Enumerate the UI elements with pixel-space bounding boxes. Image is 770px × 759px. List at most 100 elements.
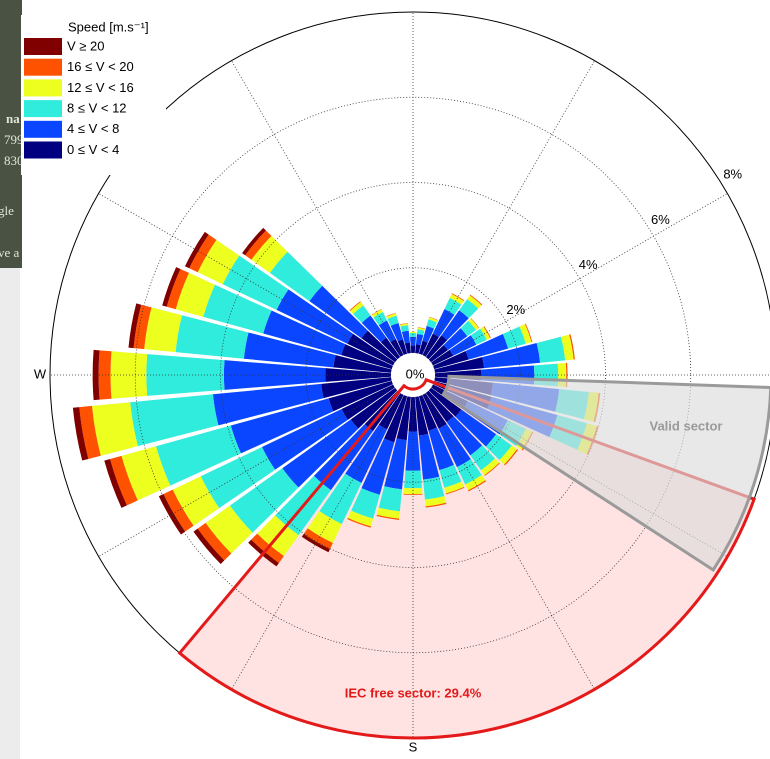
wind-bar [110, 455, 138, 506]
legend-title: Speed [m.s⁻¹] [68, 19, 149, 34]
wind-bar [428, 344, 448, 363]
grid-spoke [431, 193, 728, 365]
wind-bar [467, 295, 482, 309]
wind-bar [425, 390, 454, 423]
legend-label: 0 ≤ V < 4 [67, 142, 119, 157]
wind-bar [415, 396, 429, 436]
wind-bar [524, 323, 533, 343]
wind-bar [480, 458, 500, 476]
legend-swatch [24, 141, 62, 159]
legend-swatch [24, 79, 62, 97]
wind-bar [347, 517, 372, 528]
wind-bar [384, 438, 407, 490]
wind-bar [401, 330, 410, 344]
legend-label: 16 ≤ V < 20 [67, 59, 134, 74]
wind-bar [408, 396, 418, 432]
wind-bar [449, 293, 464, 305]
wind-bar [276, 289, 354, 344]
r-tick-label: 4% [579, 257, 598, 272]
wind-bar [203, 284, 272, 334]
wind-bar [468, 318, 479, 331]
wind-bar [223, 360, 326, 390]
direction-label: S [409, 739, 418, 754]
wind-bar [409, 331, 417, 334]
wind-bar [144, 307, 183, 353]
wind-bar [371, 309, 383, 318]
wind-bar [163, 489, 194, 532]
wind-bar [439, 464, 462, 488]
wind-bar [569, 334, 575, 360]
legend: Speed [m.s⁻¹] 0 ≤ V < 4 4 ≤ V < 8 8 ≤ V < … [21, 15, 166, 175]
wind-bar [480, 326, 491, 340]
r-tick-label: 0% [406, 366, 425, 381]
wind-bar [189, 234, 217, 273]
wind-bar [445, 486, 465, 495]
wind-bar [251, 235, 288, 273]
wind-bar [424, 496, 447, 507]
wind-bar [361, 315, 387, 343]
wind-bar [459, 299, 479, 319]
wind-bar [390, 322, 404, 342]
wind-bar [162, 267, 181, 307]
wind-bar [380, 337, 401, 360]
wind-bar [172, 476, 220, 526]
r-tick-label: 6% [651, 212, 670, 227]
wind-bar [438, 424, 471, 468]
wind-bar [418, 433, 440, 480]
wind-bar [350, 387, 398, 429]
wind-bar [386, 312, 396, 317]
wind-bar [403, 493, 423, 496]
wind-bar [404, 470, 422, 489]
wind-bar [361, 438, 395, 495]
wind-bar [371, 308, 382, 316]
legend-label: 8 ≤ V < 12 [67, 101, 127, 116]
wind-bar [222, 255, 289, 310]
wind-bar [417, 327, 426, 329]
sector-overlays: IEC free sector: 29.4% Valid sector [177, 374, 770, 740]
wind-bar [470, 445, 496, 471]
sector-outline [177, 377, 757, 740]
sector-label: IEC free sector: 29.4% [345, 685, 482, 700]
background-text: ve a [0, 245, 20, 260]
wind-bar [399, 322, 409, 325]
wind-bar [303, 528, 333, 550]
background-panel [0, 268, 20, 759]
legend-swatch [24, 38, 62, 55]
wind-bar [351, 488, 380, 519]
grid-circle [134, 96, 692, 654]
sector-label: Valid sector [650, 418, 723, 433]
wind-bar [387, 315, 399, 326]
wind-bar [428, 427, 454, 471]
wind-bar [451, 293, 465, 302]
wind-bar [460, 320, 477, 337]
wind-bar [396, 396, 411, 441]
wind-bar [484, 462, 500, 476]
legend-label: 12 ≤ V < 16 [67, 80, 134, 95]
grid-circle [220, 182, 606, 568]
wind-bar [376, 514, 400, 520]
direction-label: W [34, 366, 47, 381]
wind-bar [423, 476, 445, 500]
wind-bar [130, 394, 219, 447]
wind-bar [307, 511, 342, 543]
wind-bar [263, 310, 346, 356]
wind-bar [146, 354, 225, 396]
sector-outline [441, 374, 770, 573]
wind-bar [386, 313, 397, 319]
wind-bar [504, 449, 519, 466]
wind-bar [200, 447, 276, 509]
wind-bar [376, 507, 400, 519]
wind-bar [469, 294, 483, 306]
wind-bar [415, 334, 424, 346]
wind-bar [425, 335, 448, 360]
wind-bar [104, 459, 127, 508]
legend-swatch [24, 100, 62, 118]
wind-bar [341, 384, 395, 420]
wind-bar [434, 357, 485, 373]
wind-bar [432, 308, 455, 338]
wind-bar [301, 533, 330, 553]
r-tick-label: 2% [506, 302, 525, 317]
wind-bar [443, 328, 468, 351]
wind-bar [444, 481, 465, 494]
